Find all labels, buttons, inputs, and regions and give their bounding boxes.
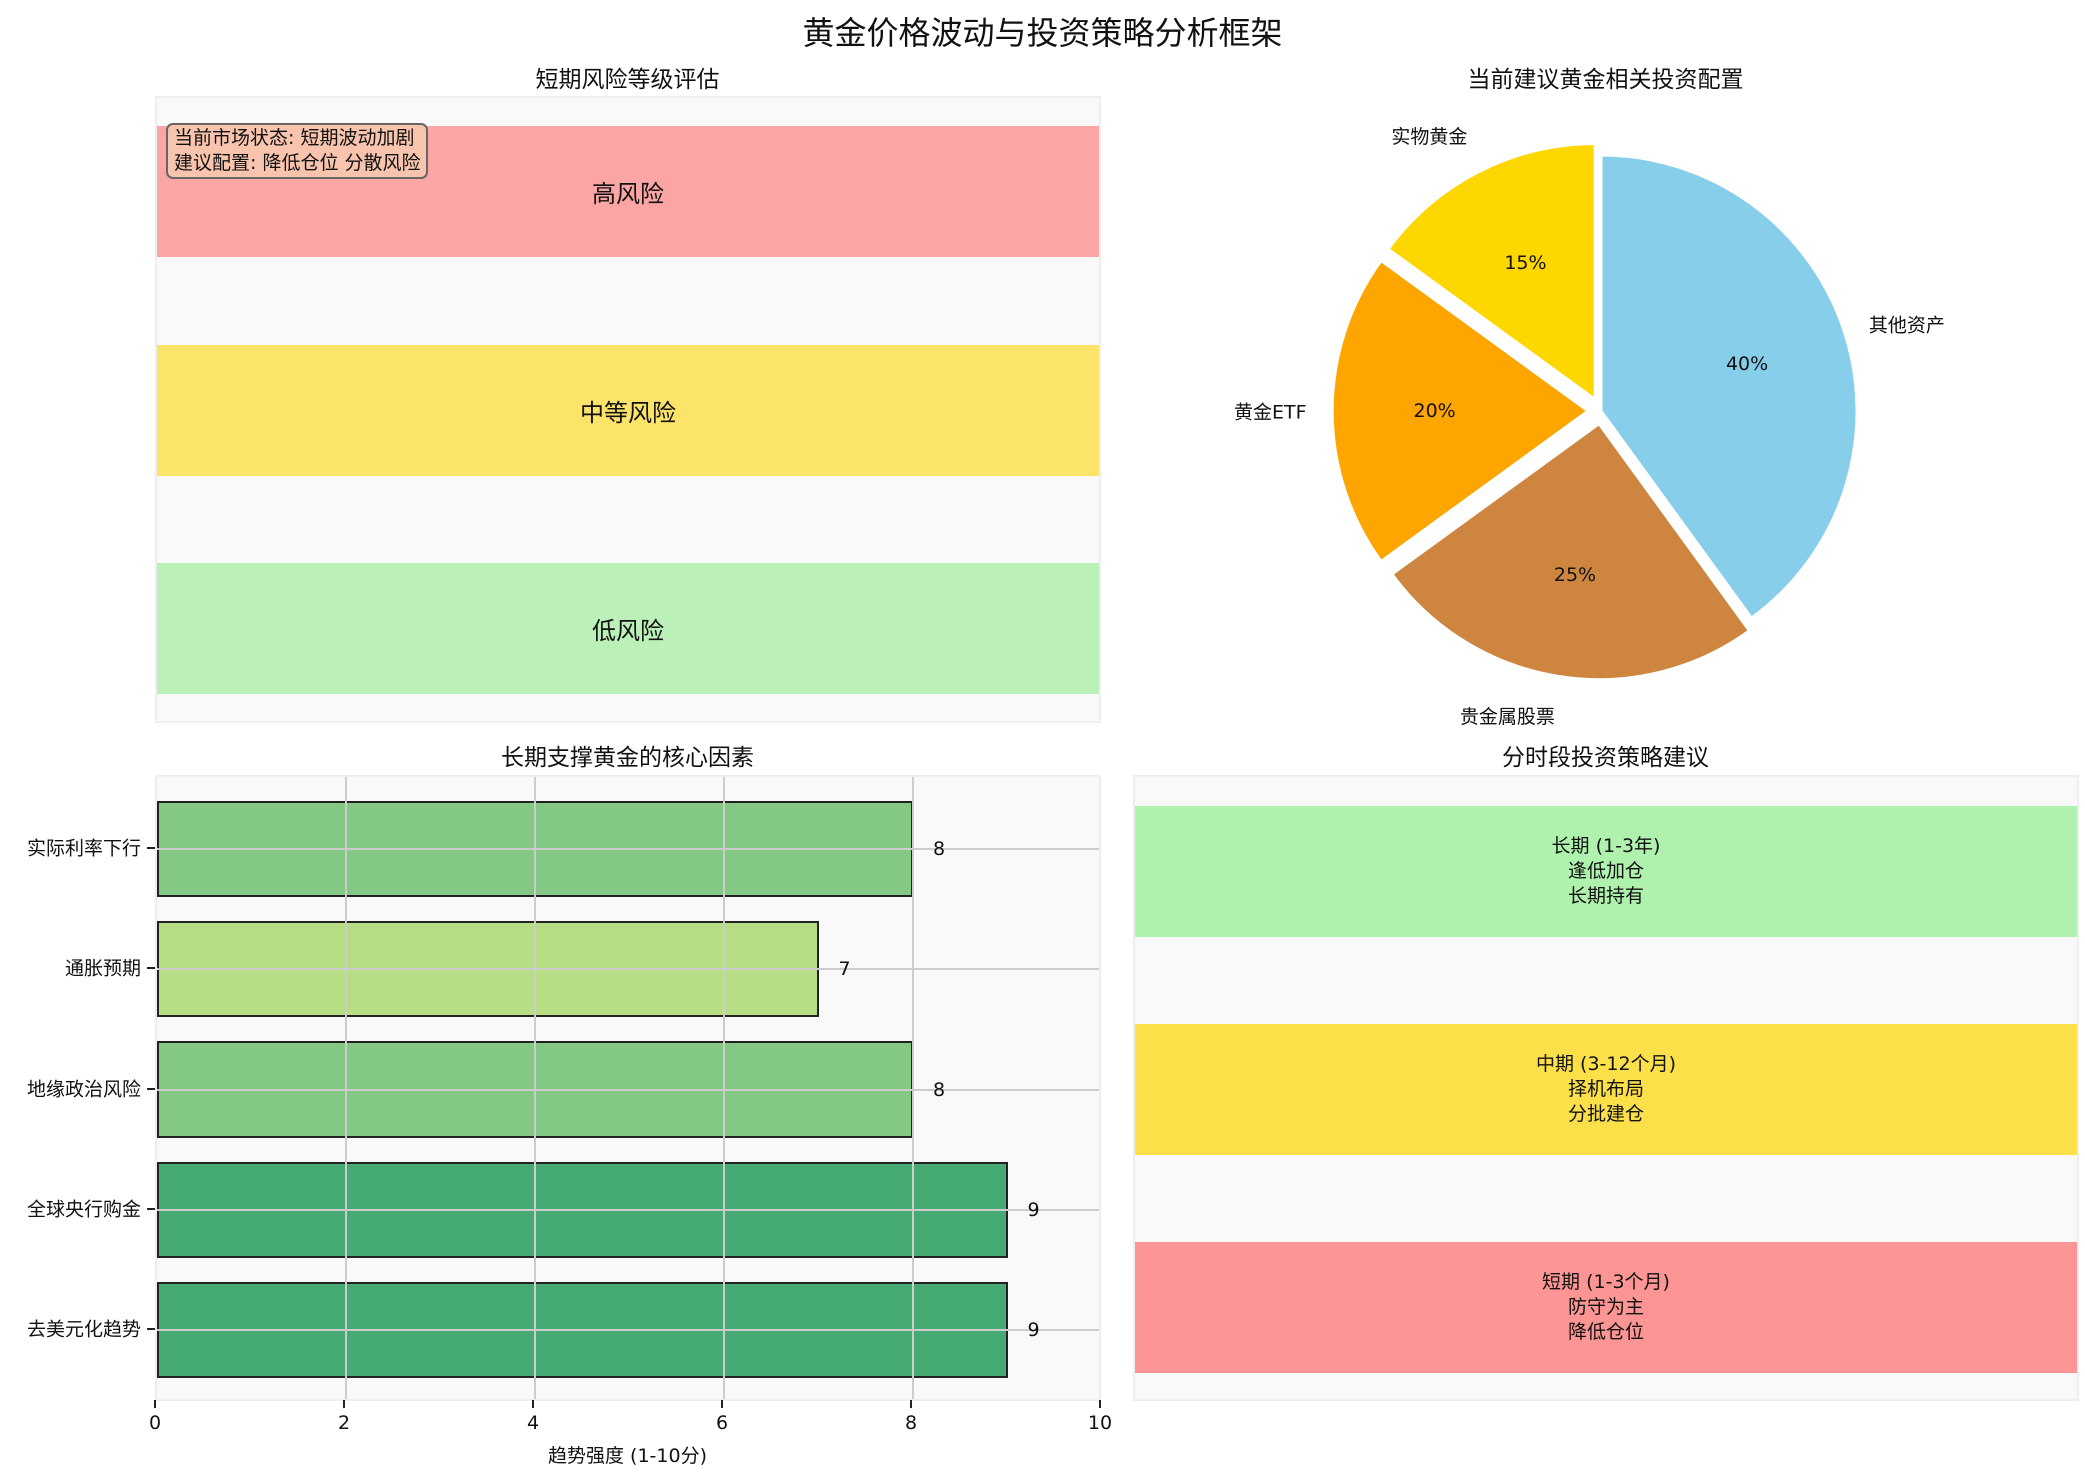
risk-band-label: 中等风险	[580, 399, 676, 427]
strategy-axes: 长期 (1-3年) 逢低加仓 长期持有 中期 (3-12个月) 择机布局 分批建…	[1133, 775, 2079, 1401]
x-tick-label: 6	[715, 1412, 729, 1434]
pie-category-label: 其他资产	[1868, 314, 1945, 337]
bar-value-label: 9	[1027, 1198, 1040, 1221]
x-tick-label: 0	[148, 1412, 162, 1434]
strategy-band-long-term: 长期 (1-3年) 逢低加仓 长期持有	[1135, 806, 2077, 937]
x-tick-label: 4	[526, 1412, 540, 1434]
bar-value-label: 7	[838, 958, 851, 981]
gridline-vertical	[345, 777, 347, 1399]
gridline-vertical	[912, 777, 914, 1399]
strategy-band-label: 长期 (1-3年) 逢低加仓 长期持有	[1551, 835, 1661, 907]
pie-category-label: 黄金ETF	[1234, 401, 1307, 424]
gridline-vertical	[723, 777, 725, 1399]
pie-slice	[1599, 153, 1859, 621]
x-tick	[1099, 1400, 1101, 1408]
risk-panel-title: 短期风险等级评估	[535, 67, 720, 93]
pie-slice	[1389, 421, 1752, 682]
x-tick-label: 2	[337, 1412, 351, 1434]
pie-category-label: 实物黄金	[1391, 125, 1468, 148]
strategy-band-label: 中期 (3-12个月) 择机布局 分批建仓	[1536, 1053, 1676, 1125]
allocation-panel-title: 当前建议黄金相关投资配置	[1467, 67, 1744, 93]
y-tick-label: 地缘政治风险	[26, 1078, 141, 1100]
y-tick	[147, 1087, 155, 1090]
bar-value-label: 8	[933, 1078, 946, 1101]
y-tick	[147, 967, 155, 970]
x-tick	[721, 1400, 723, 1408]
risk-band-label: 高风险	[592, 180, 664, 208]
factors-panel-title: 长期支撑黄金的核心因素	[501, 745, 754, 771]
factors-axes: 8 7 8 9 9	[155, 775, 1101, 1401]
gridline-horizontal	[157, 848, 1099, 851]
bar-value-label: 9	[1027, 1318, 1040, 1341]
y-tick-label: 通胀预期	[64, 957, 141, 980]
x-tick	[532, 1400, 534, 1408]
strategy-band-mid-term: 中期 (3-12个月) 择机布局 分批建仓	[1135, 1024, 2077, 1155]
risk-axes: 高风险 中等风险 低风险	[155, 96, 1101, 723]
x-tick-label: 8	[904, 1412, 918, 1434]
x-tick-label: 10	[1087, 1412, 1113, 1434]
allocation-pie-chart	[1330, 142, 1859, 682]
y-tick	[147, 847, 155, 850]
pie-percent-label: 20%	[1413, 400, 1456, 422]
y-tick-label: 去美元化趋势	[26, 1318, 141, 1341]
gridline-horizontal	[157, 1208, 1099, 1211]
x-tick	[343, 1400, 345, 1408]
risk-band-medium: 中等风险	[157, 345, 1099, 476]
strategy-band-short-term: 短期 (1-3个月) 防守为主 降低仓位	[1135, 1242, 2077, 1373]
pie-category-label: 贵金属股票	[1459, 705, 1555, 728]
pie-percent-label: 15%	[1504, 251, 1547, 274]
y-tick-label: 实际利率下行	[26, 837, 141, 860]
x-tick	[910, 1400, 912, 1408]
pie-percent-label: 40%	[1725, 352, 1769, 375]
y-tick	[147, 1327, 155, 1330]
pie-slice	[1330, 258, 1591, 564]
factors-xlabel: 趋势强度 (1-10分)	[548, 1445, 707, 1467]
risk-band-label: 低风险	[592, 617, 664, 645]
market-status-note: 当前市场状态: 短期波动加剧 建议配置: 降低仓位 分散风险	[166, 123, 429, 179]
risk-band-low: 低风险	[157, 563, 1099, 694]
gridline-horizontal	[157, 1328, 1099, 1331]
strategy-panel-title: 分时段投资策略建议	[1502, 745, 1709, 771]
gridline-horizontal	[157, 1088, 1099, 1091]
bar-value-label: 8	[933, 838, 946, 861]
strategy-band-label: 短期 (1-3个月) 防守为主 降低仓位	[1542, 1271, 1670, 1343]
pie-slice	[1385, 142, 1597, 403]
gridline-vertical	[534, 777, 536, 1399]
pie-percent-label: 25%	[1553, 564, 1597, 587]
x-tick	[154, 1400, 156, 1408]
y-tick	[147, 1207, 155, 1210]
gridline-horizontal	[157, 968, 1099, 971]
figure-title: 黄金价格波动与投资策略分析框架	[802, 14, 1283, 52]
y-tick-label: 全球央行购金	[26, 1198, 141, 1221]
